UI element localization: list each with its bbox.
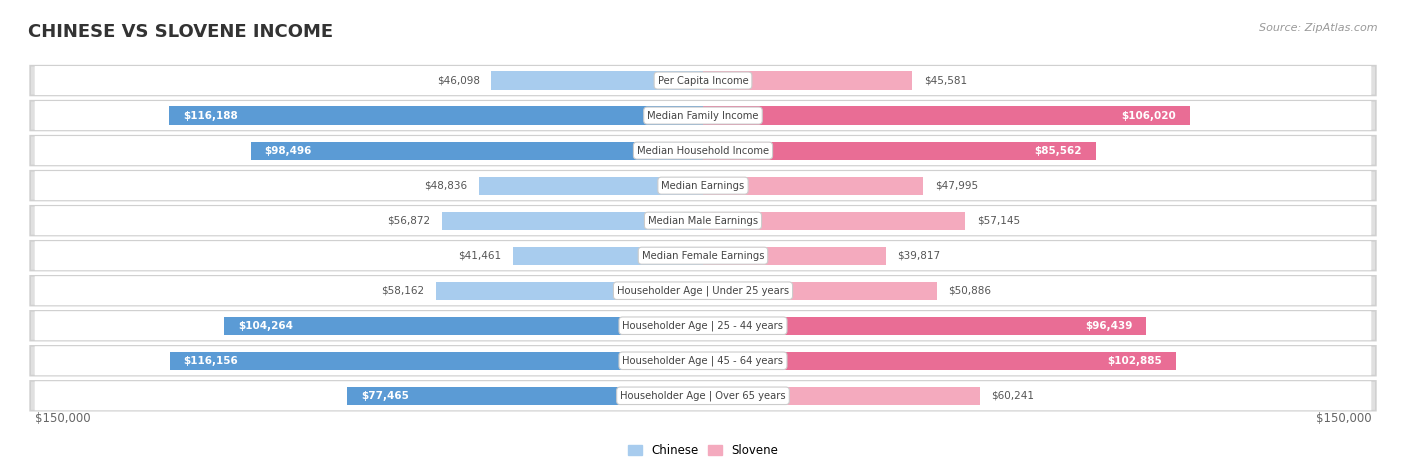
FancyBboxPatch shape xyxy=(35,171,1371,200)
Bar xyxy=(250,142,703,160)
Text: $47,995: $47,995 xyxy=(935,181,979,191)
Text: Median Household Income: Median Household Income xyxy=(637,146,769,156)
Bar xyxy=(703,387,980,405)
FancyBboxPatch shape xyxy=(30,311,1376,340)
Text: $116,188: $116,188 xyxy=(183,111,238,120)
Bar xyxy=(224,317,703,335)
Bar xyxy=(703,71,912,90)
Bar xyxy=(703,177,924,195)
Text: $106,020: $106,020 xyxy=(1122,111,1177,120)
FancyBboxPatch shape xyxy=(30,206,1376,235)
FancyBboxPatch shape xyxy=(35,381,1371,410)
Text: Median Family Income: Median Family Income xyxy=(647,111,759,120)
Text: Householder Age | 25 - 44 years: Householder Age | 25 - 44 years xyxy=(623,320,783,331)
FancyBboxPatch shape xyxy=(35,66,1371,95)
Text: $48,836: $48,836 xyxy=(425,181,467,191)
Bar xyxy=(170,352,703,370)
Text: Median Female Earnings: Median Female Earnings xyxy=(641,251,765,261)
Text: Source: ZipAtlas.com: Source: ZipAtlas.com xyxy=(1260,23,1378,33)
Text: $77,465: $77,465 xyxy=(361,391,409,401)
FancyBboxPatch shape xyxy=(35,276,1371,305)
FancyBboxPatch shape xyxy=(30,241,1376,270)
Text: $41,461: $41,461 xyxy=(458,251,501,261)
Bar xyxy=(703,247,886,265)
Text: $46,098: $46,098 xyxy=(437,76,479,85)
FancyBboxPatch shape xyxy=(30,276,1376,305)
Text: $50,886: $50,886 xyxy=(948,286,991,296)
FancyBboxPatch shape xyxy=(35,206,1371,235)
Bar xyxy=(703,142,1097,160)
Bar xyxy=(436,282,703,300)
Text: $116,156: $116,156 xyxy=(183,356,238,366)
Text: $57,145: $57,145 xyxy=(977,216,1021,226)
Legend: Chinese, Slovene: Chinese, Slovene xyxy=(623,439,783,462)
Bar xyxy=(513,247,703,265)
FancyBboxPatch shape xyxy=(30,171,1376,200)
Text: CHINESE VS SLOVENE INCOME: CHINESE VS SLOVENE INCOME xyxy=(28,23,333,42)
FancyBboxPatch shape xyxy=(35,136,1371,165)
Text: Householder Age | Over 65 years: Householder Age | Over 65 years xyxy=(620,390,786,401)
Text: $45,581: $45,581 xyxy=(924,76,967,85)
Bar xyxy=(347,387,703,405)
FancyBboxPatch shape xyxy=(30,66,1376,95)
FancyBboxPatch shape xyxy=(35,101,1371,130)
Bar xyxy=(169,106,703,125)
Text: Per Capita Income: Per Capita Income xyxy=(658,76,748,85)
FancyBboxPatch shape xyxy=(30,136,1376,165)
FancyBboxPatch shape xyxy=(30,101,1376,130)
Text: Median Male Earnings: Median Male Earnings xyxy=(648,216,758,226)
FancyBboxPatch shape xyxy=(35,241,1371,270)
Text: $150,000: $150,000 xyxy=(35,412,90,425)
Bar xyxy=(478,177,703,195)
FancyBboxPatch shape xyxy=(30,346,1376,375)
FancyBboxPatch shape xyxy=(35,346,1371,375)
FancyBboxPatch shape xyxy=(30,381,1376,410)
Text: $39,817: $39,817 xyxy=(897,251,941,261)
Text: $150,000: $150,000 xyxy=(1316,412,1371,425)
Text: $96,439: $96,439 xyxy=(1085,321,1132,331)
Bar xyxy=(703,212,966,230)
Bar xyxy=(441,212,703,230)
Text: Householder Age | 45 - 64 years: Householder Age | 45 - 64 years xyxy=(623,355,783,366)
Bar xyxy=(703,282,936,300)
Text: $98,496: $98,496 xyxy=(264,146,312,156)
Text: $85,562: $85,562 xyxy=(1035,146,1083,156)
Bar xyxy=(491,71,703,90)
Bar xyxy=(703,106,1189,125)
Text: $58,162: $58,162 xyxy=(381,286,425,296)
Text: $104,264: $104,264 xyxy=(238,321,292,331)
FancyBboxPatch shape xyxy=(35,311,1371,340)
Text: $102,885: $102,885 xyxy=(1107,356,1161,366)
Text: Median Earnings: Median Earnings xyxy=(661,181,745,191)
Text: $60,241: $60,241 xyxy=(991,391,1035,401)
Bar xyxy=(703,352,1175,370)
Bar xyxy=(703,317,1146,335)
Text: Householder Age | Under 25 years: Householder Age | Under 25 years xyxy=(617,285,789,296)
Text: $56,872: $56,872 xyxy=(387,216,430,226)
